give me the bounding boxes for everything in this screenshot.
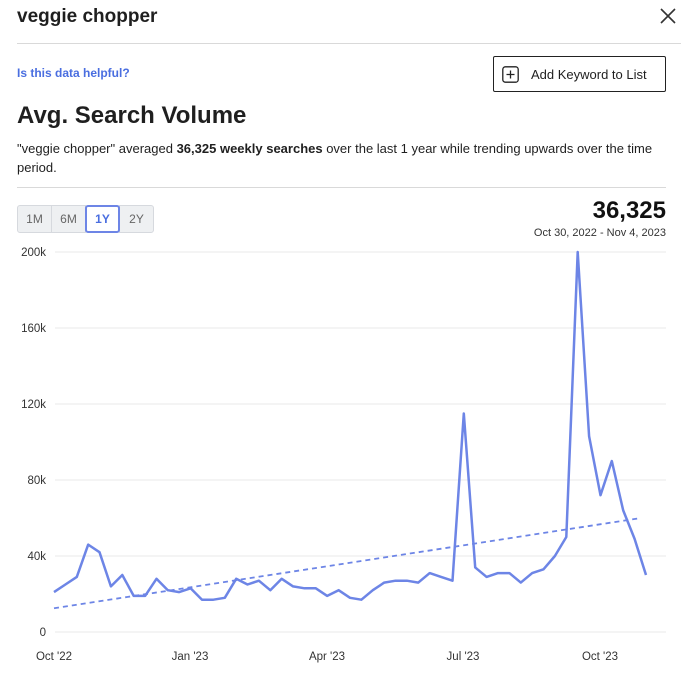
- add-keyword-label: Add Keyword to List: [531, 66, 647, 82]
- summary-bold-suffix: weekly searches: [216, 141, 323, 156]
- range-6m-button[interactable]: 6M: [51, 205, 86, 233]
- x-tick-label: Oct '23: [582, 651, 618, 663]
- data-helpful-link[interactable]: Is this data helpful?: [17, 66, 130, 80]
- x-tick-label: Oct '22: [36, 651, 72, 663]
- summary-keyword: "veggie chopper": [17, 141, 116, 156]
- range-2y-button[interactable]: 2Y: [119, 205, 154, 233]
- summary-text: "veggie chopper" averaged 36,325 weekly …: [17, 140, 667, 177]
- y-tick-label: 80k: [27, 475, 46, 487]
- section-title: Avg. Search Volume: [17, 102, 247, 129]
- avg-volume-value: 36,325: [592, 197, 666, 224]
- add-keyword-to-list-button[interactable]: Add Keyword to List: [493, 56, 666, 92]
- y-tick-label: 160k: [21, 323, 46, 335]
- search-volume-chart: 0 40k 80k 120k 160k 200k Oct '22 Jan '23 Apr '23…: [21, 247, 666, 663]
- keyword-title: veggie chopper: [17, 6, 158, 27]
- divider: [17, 187, 666, 188]
- date-range: Oct 30, 2022 - Nov 4, 2023: [533, 227, 666, 239]
- summary-value: 36,325: [176, 141, 217, 156]
- summary-prefix: averaged: [115, 141, 177, 156]
- x-tick-label: Jul '23: [447, 651, 480, 663]
- x-tick-label: Apr '23: [309, 651, 345, 663]
- range-1y-button[interactable]: 1Y: [85, 205, 120, 233]
- plus-square-icon: [502, 65, 519, 83]
- y-tick-label: 120k: [21, 399, 46, 411]
- search-volume-line: [53, 250, 648, 601]
- range-1m-button[interactable]: 1M: [17, 205, 52, 233]
- y-tick-label: 0: [40, 627, 46, 639]
- y-tick-label: 40k: [27, 551, 46, 563]
- x-tick-label: Jan '23: [172, 651, 209, 663]
- panel-header: veggie chopper: [17, 0, 681, 44]
- range-selector: 1M 6M 1Y 2Y: [17, 205, 154, 233]
- close-icon[interactable]: [658, 6, 678, 26]
- y-tick-label: 200k: [21, 247, 46, 259]
- summary-rest: over the last 1 year while trending upwa…: [17, 141, 653, 175]
